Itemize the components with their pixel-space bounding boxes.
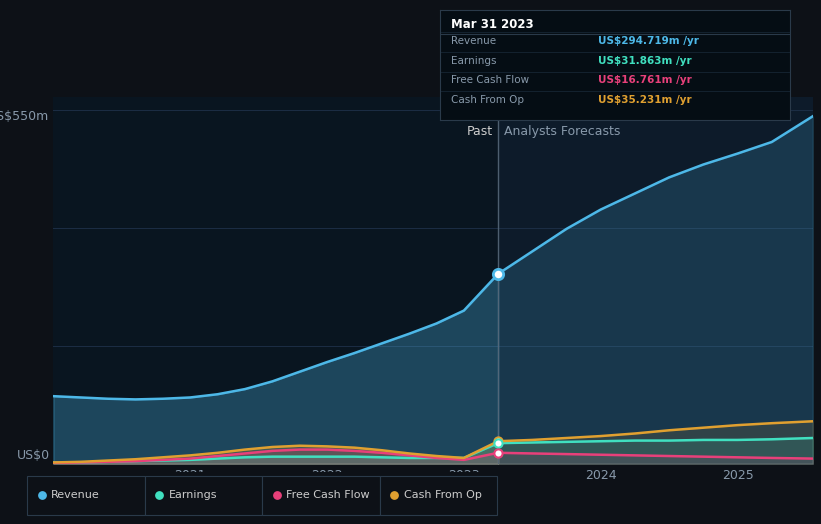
Point — [388, 491, 401, 499]
Point — [492, 270, 505, 278]
Point — [492, 449, 505, 457]
Bar — [53, 97, 498, 464]
FancyBboxPatch shape — [262, 476, 379, 515]
Point — [492, 437, 505, 445]
Text: Analysts Forecasts: Analysts Forecasts — [503, 125, 620, 138]
Point — [270, 491, 283, 499]
Text: Free Cash Flow: Free Cash Flow — [451, 75, 529, 85]
Point — [153, 491, 166, 499]
Text: Cash From Op: Cash From Op — [451, 95, 524, 105]
Text: Past: Past — [466, 125, 493, 138]
Text: Earnings: Earnings — [169, 490, 218, 500]
FancyBboxPatch shape — [27, 476, 144, 515]
FancyBboxPatch shape — [379, 476, 497, 515]
Point — [492, 439, 505, 447]
Text: US$0: US$0 — [16, 450, 49, 463]
Text: Free Cash Flow: Free Cash Flow — [287, 490, 369, 500]
Text: US$294.719m /yr: US$294.719m /yr — [598, 36, 699, 46]
Text: US$16.761m /yr: US$16.761m /yr — [598, 75, 691, 85]
Text: US$35.231m /yr: US$35.231m /yr — [598, 95, 691, 105]
Point — [35, 491, 48, 499]
Text: US$31.863m /yr: US$31.863m /yr — [598, 56, 691, 66]
Text: Revenue: Revenue — [51, 490, 100, 500]
Text: Mar 31 2023: Mar 31 2023 — [451, 18, 533, 31]
FancyBboxPatch shape — [144, 476, 262, 515]
Text: Earnings: Earnings — [451, 56, 496, 66]
Text: Revenue: Revenue — [451, 36, 496, 46]
Text: US$550m: US$550m — [0, 110, 49, 123]
Text: Cash From Op: Cash From Op — [404, 490, 481, 500]
